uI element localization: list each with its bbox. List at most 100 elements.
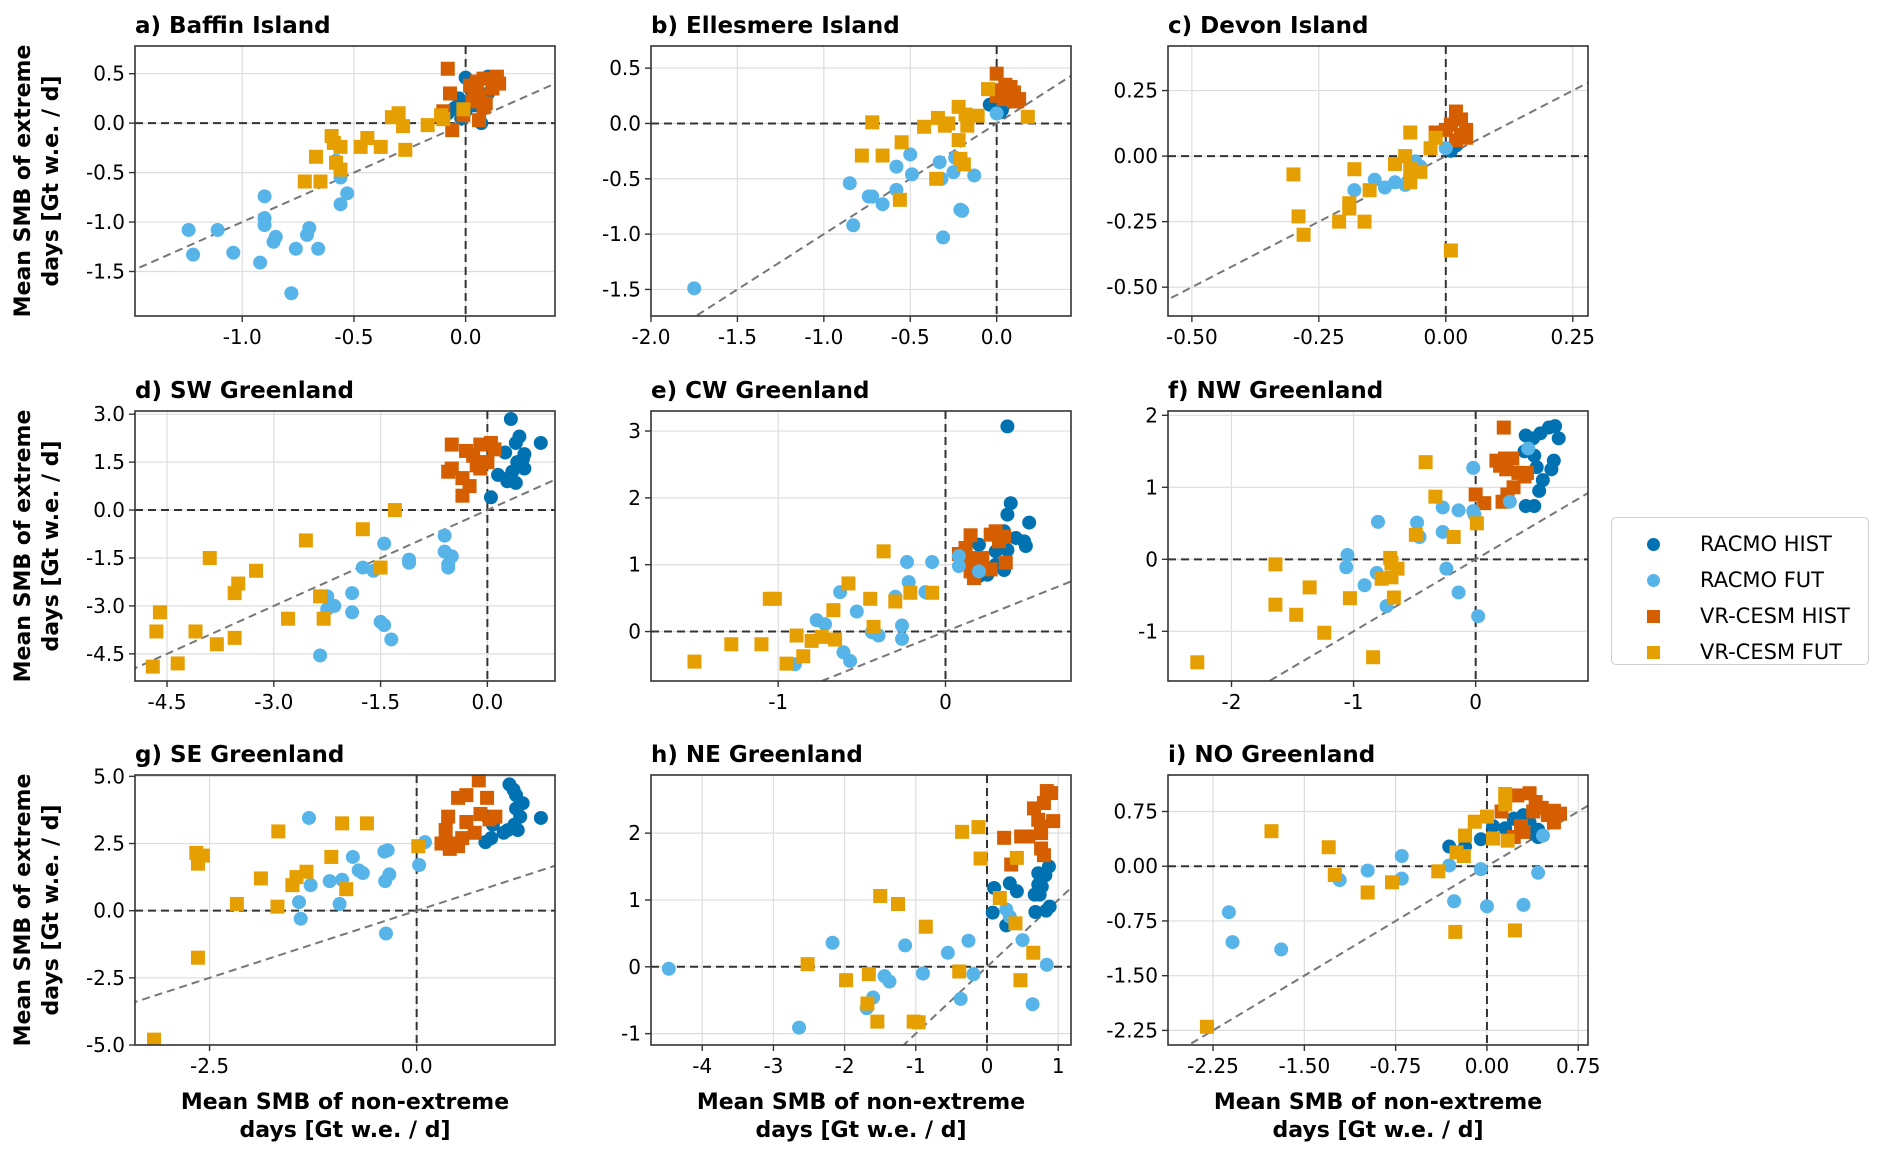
data-point-racmo-fut bbox=[384, 632, 399, 647]
panel-c: c) Devon Island -0.50 -0.25 0.00 0.25 -0.50 -0… bbox=[1106, 13, 1595, 349]
data-point-vr-cesm-fut bbox=[1264, 824, 1279, 839]
data-point-vr-cesm-hist bbox=[1517, 469, 1532, 484]
data-point-racmo-fut bbox=[825, 935, 840, 950]
panel-b: b) Ellesmere Island -2.0 -1.5 -1.0 -0.5 0.0 -1… bbox=[602, 13, 1072, 349]
y-tick-label: 1 bbox=[1145, 475, 1158, 499]
data-point-vr-cesm-fut bbox=[231, 576, 246, 591]
data-point-vr-cesm-fut bbox=[1418, 455, 1433, 470]
data-point-vr-cesm-fut bbox=[828, 632, 843, 647]
data-point-vr-cesm-hist bbox=[1044, 786, 1059, 801]
y-tick-label: -1 bbox=[621, 1022, 641, 1046]
data-point-racmo-fut bbox=[355, 560, 370, 575]
data-point-racmo-fut bbox=[967, 168, 982, 183]
data-point-vr-cesm-fut bbox=[826, 603, 841, 618]
y-tick-label: -0.5 bbox=[86, 161, 125, 185]
y-tick-label: 0.0 bbox=[609, 111, 641, 135]
data-point-racmo-hist bbox=[533, 435, 548, 450]
data-point-racmo-fut bbox=[293, 911, 308, 926]
data-point-vr-cesm-fut bbox=[918, 919, 933, 934]
data-point-vr-cesm-fut bbox=[1467, 814, 1482, 829]
panel-f: f) NW Greenland -2 -1 0 -1 0 1 2 bbox=[1138, 378, 1589, 714]
data-point-racmo-fut bbox=[932, 155, 947, 170]
x-tick-label: -2.0 bbox=[631, 325, 670, 349]
data-point-vr-cesm-fut bbox=[1317, 625, 1332, 640]
data-point-vr-cesm-hist bbox=[989, 66, 1004, 81]
axes-frame bbox=[1167, 774, 1589, 1046]
data-point-vr-cesm-fut bbox=[1498, 797, 1513, 812]
data-point-racmo-hist bbox=[510, 823, 525, 838]
data-point-vr-cesm-fut bbox=[1386, 590, 1401, 605]
data-point-vr-cesm-fut bbox=[1443, 243, 1458, 258]
panel-title: a) Baffin Island bbox=[135, 13, 331, 39]
data-point-vr-cesm-fut bbox=[865, 115, 880, 130]
y-tick-label: -2.25 bbox=[1106, 1018, 1158, 1042]
y-tick-label: -1.5 bbox=[86, 546, 125, 570]
axes-frame bbox=[134, 410, 556, 682]
y-tick-label: 0.25 bbox=[1113, 79, 1158, 103]
data-point-vr-cesm-fut bbox=[1469, 516, 1484, 531]
data-point-vr-cesm-fut bbox=[333, 139, 348, 154]
data-point-racmo-fut bbox=[257, 218, 272, 233]
data-point-vr-cesm-fut bbox=[870, 1014, 885, 1029]
data-point-racmo-fut bbox=[1394, 849, 1409, 863]
plot-area bbox=[135, 46, 555, 316]
y-axis-label-line1: Mean SMB of extreme bbox=[11, 774, 36, 1047]
data-point-vr-cesm-hist bbox=[485, 81, 500, 96]
data-point-vr-cesm-fut bbox=[271, 824, 286, 839]
data-point-vr-cesm-fut bbox=[971, 820, 986, 835]
data-point-vr-cesm-hist bbox=[998, 555, 1013, 570]
data-point-vr-cesm-fut bbox=[839, 973, 854, 988]
data-point-vr-cesm-fut bbox=[253, 871, 268, 886]
data-point-vr-cesm-fut bbox=[1190, 655, 1205, 670]
data-point-vr-cesm-hist bbox=[473, 461, 488, 476]
data-point-racmo-fut bbox=[380, 843, 395, 858]
x-tick-label: -1 bbox=[1344, 690, 1364, 714]
x-tick-label: -0.50 bbox=[1166, 325, 1218, 349]
data-point-vr-cesm-hist bbox=[1514, 819, 1529, 834]
x-tick-label: -3 bbox=[763, 1054, 783, 1078]
data-point-racmo-fut bbox=[441, 560, 456, 575]
data-point-vr-cesm-hist bbox=[1010, 94, 1025, 109]
data-point-vr-cesm-hist bbox=[1021, 829, 1036, 844]
data-point-racmo-fut bbox=[1451, 503, 1466, 518]
y-tick-label: -1.0 bbox=[86, 210, 125, 234]
data-point-vr-cesm-fut bbox=[1448, 924, 1463, 939]
data-point-racmo-hist bbox=[1535, 473, 1550, 488]
data-point-vr-cesm-fut bbox=[202, 550, 217, 565]
y-axis-label-line2: days [Gt w.e. / d] bbox=[39, 75, 64, 286]
data-point-racmo-fut bbox=[1371, 514, 1385, 529]
data-point-racmo-hist bbox=[533, 810, 548, 825]
data-point-vr-cesm-hist bbox=[992, 534, 1007, 549]
x-tick-label: -1 bbox=[768, 690, 788, 714]
y-tick-label: 2 bbox=[628, 821, 641, 845]
legend-label: RACMO HIST bbox=[1700, 532, 1832, 556]
x-axis-label-line1: Mean SMB of non-extreme bbox=[181, 1090, 509, 1115]
data-point-racmo-fut bbox=[904, 167, 919, 182]
data-point-racmo-fut bbox=[1521, 441, 1536, 456]
data-point-racmo-fut bbox=[1347, 183, 1362, 198]
data-point-racmo-fut bbox=[1442, 858, 1457, 873]
data-point-vr-cesm-fut bbox=[229, 896, 244, 911]
plot-area bbox=[651, 775, 1071, 1045]
data-point-racmo-fut bbox=[1015, 933, 1030, 948]
data-point-vr-cesm-fut bbox=[876, 544, 891, 559]
data-point-vr-cesm-hist bbox=[1454, 128, 1469, 143]
y-tick-label: 1.5 bbox=[93, 450, 125, 474]
data-point-vr-cesm-fut bbox=[789, 628, 804, 643]
data-point-racmo-fut bbox=[903, 147, 918, 162]
data-point-vr-cesm-hist bbox=[443, 86, 457, 101]
y-tick-label: 0.0 bbox=[93, 498, 125, 522]
data-point-vr-cesm-fut bbox=[866, 619, 881, 634]
y-tick-label: 3.0 bbox=[93, 402, 125, 426]
x-axis-label-line2: days [Gt w.e. / d] bbox=[1272, 1118, 1483, 1143]
data-point-racmo-fut bbox=[412, 858, 427, 872]
data-point-vr-cesm-fut bbox=[360, 130, 375, 145]
data-point-racmo-hist bbox=[1473, 832, 1488, 847]
data-point-vr-cesm-fut bbox=[754, 637, 769, 652]
data-point-racmo-fut bbox=[1516, 897, 1531, 912]
data-point-racmo-fut bbox=[1225, 935, 1240, 950]
data-point-vr-cesm-fut bbox=[149, 624, 164, 639]
data-point-vr-cesm-fut bbox=[249, 563, 264, 578]
legend-marker-circle-icon bbox=[1647, 573, 1660, 587]
y-tick-label: 0 bbox=[628, 620, 641, 644]
